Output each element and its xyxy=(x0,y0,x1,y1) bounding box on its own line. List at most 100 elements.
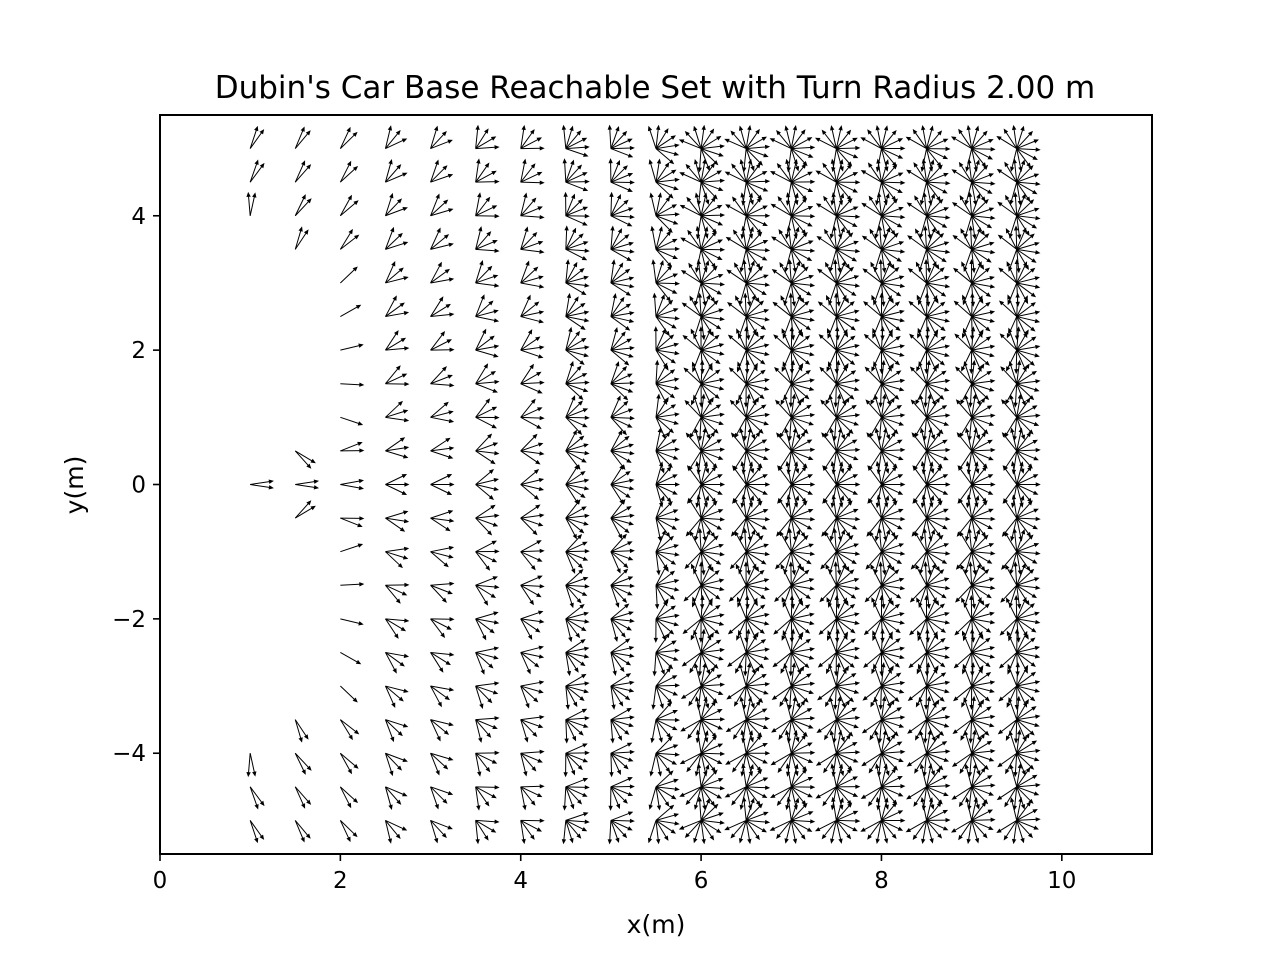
quiver-arrow xyxy=(655,349,669,371)
quiver-arrow xyxy=(832,527,837,552)
quiver-arrow xyxy=(1013,383,1018,408)
quiver-arrow xyxy=(881,248,902,262)
quiver-arrow xyxy=(565,248,590,253)
quiver-arrow xyxy=(1016,801,1032,821)
quiver-arrow xyxy=(790,752,808,772)
quiver-arrow xyxy=(971,740,993,754)
quiver-arrow xyxy=(790,294,801,317)
quiver-arrow xyxy=(565,213,590,219)
quiver-arrow xyxy=(610,416,627,436)
quiver-arrow xyxy=(881,612,905,620)
quiver-arrow xyxy=(610,268,631,284)
quiver-arrow xyxy=(965,484,973,509)
quiver-arrow xyxy=(475,685,493,704)
quiver-arrow xyxy=(738,551,747,575)
quiver-arrow xyxy=(430,786,448,804)
quiver-arrow xyxy=(971,282,992,297)
quiver-arrow xyxy=(971,543,995,553)
quiver-arrow xyxy=(789,350,795,375)
quiver-arrow xyxy=(655,517,671,538)
quiver-arrow xyxy=(926,733,941,754)
quiver-arrow xyxy=(610,383,634,393)
quiver-arrow xyxy=(1016,359,1022,384)
quiver-arrow xyxy=(739,786,747,811)
quiver-arrow xyxy=(700,249,708,273)
quiver-arrow xyxy=(655,281,680,286)
quiver-arrow xyxy=(776,163,792,183)
quiver-arrow xyxy=(881,651,905,660)
quiver-arrow xyxy=(700,316,722,330)
quiver-arrow xyxy=(700,618,725,626)
quiver-arrow xyxy=(610,159,621,183)
quiver-arrow xyxy=(776,130,792,149)
quiver-arrow xyxy=(610,583,635,589)
quiver-arrow xyxy=(520,180,545,185)
quiver-arrow xyxy=(1016,517,1032,538)
quiver-arrow xyxy=(835,529,846,552)
quiver-arrow xyxy=(881,416,905,426)
quiver-arrow xyxy=(1010,484,1018,509)
quiver-arrow xyxy=(565,584,590,589)
quiver-arrow xyxy=(836,474,859,485)
quiver-arrow xyxy=(836,309,860,318)
quiver-arrow xyxy=(835,181,852,201)
quiver-arrow xyxy=(700,393,706,418)
quiver-arrow xyxy=(881,344,905,351)
quiver-arrow xyxy=(655,570,676,586)
quiver-arrow xyxy=(610,749,635,755)
quiver-arrow xyxy=(1004,161,1018,183)
quiver-arrow xyxy=(868,195,882,217)
quiver-arrow xyxy=(1016,786,1026,810)
quiver-arrow xyxy=(700,450,710,474)
quiver-arrow xyxy=(1005,752,1018,775)
quiver-arrow xyxy=(610,450,626,471)
quiver-arrow xyxy=(791,578,815,586)
quiver-arrow xyxy=(520,232,538,250)
quiver-arrow xyxy=(740,215,747,240)
quiver-arrow xyxy=(971,233,990,250)
quiver-arrow xyxy=(700,597,713,620)
quiver-arrow xyxy=(249,162,265,183)
quiver-arrow xyxy=(971,125,980,149)
quiver-arrow xyxy=(971,181,986,202)
quiver-arrow xyxy=(790,685,809,703)
quiver-arrow xyxy=(565,618,581,639)
quiver-arrow xyxy=(1016,729,1022,754)
quiver-arrow xyxy=(746,349,770,357)
quiver-arrow xyxy=(835,551,842,576)
quiver-arrow xyxy=(565,584,582,604)
quiver-arrow xyxy=(881,618,901,634)
quiver-arrow xyxy=(475,585,489,606)
quiver-arrow xyxy=(881,516,906,522)
quiver-arrow xyxy=(881,551,895,572)
quiver-arrow xyxy=(565,360,574,384)
quiver-arrow xyxy=(724,138,747,150)
quiver-arrow xyxy=(742,417,748,442)
quiver-arrow xyxy=(520,383,543,394)
quiver-arrow xyxy=(1016,233,1035,250)
quiver-arrow xyxy=(776,517,792,537)
quiver-arrow xyxy=(1012,417,1018,442)
quiver-arrow xyxy=(926,359,931,384)
quiver-arrow xyxy=(926,685,937,708)
quiver-arrow xyxy=(880,417,891,440)
quiver-arrow xyxy=(881,383,900,400)
quiver-arrow xyxy=(610,652,617,676)
quiver-arrow xyxy=(475,551,491,571)
quiver-arrow xyxy=(700,753,708,777)
quiver-arrow xyxy=(565,241,589,250)
quiver-arrow xyxy=(971,207,995,217)
quiver-arrow xyxy=(790,215,807,235)
quiver-arrow xyxy=(565,786,583,805)
quiver-arrow xyxy=(520,336,541,351)
quiver-arrow xyxy=(791,716,816,721)
quiver-arrow xyxy=(724,819,747,831)
quiver-arrow xyxy=(828,551,837,575)
quiver-arrow xyxy=(836,819,858,832)
quiver-arrow xyxy=(919,427,928,452)
quiver-arrow xyxy=(565,685,589,694)
quiver-arrow xyxy=(926,416,944,435)
quiver-arrow xyxy=(926,482,951,487)
quiver-arrow xyxy=(923,686,929,711)
quiver-arrow xyxy=(881,413,906,418)
